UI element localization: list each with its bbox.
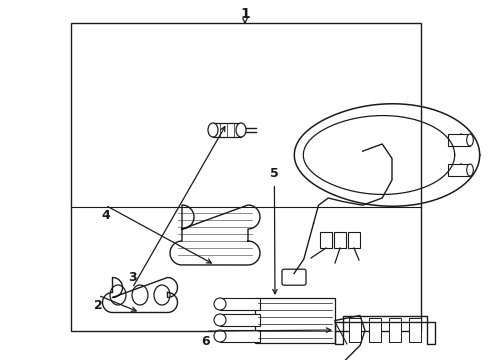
Bar xyxy=(255,298,335,343)
Ellipse shape xyxy=(466,134,473,146)
Ellipse shape xyxy=(214,298,226,310)
Ellipse shape xyxy=(236,123,246,137)
Bar xyxy=(349,318,361,342)
Bar xyxy=(448,134,470,146)
Ellipse shape xyxy=(110,285,126,305)
Bar xyxy=(71,23,421,331)
FancyBboxPatch shape xyxy=(282,269,306,285)
Bar xyxy=(409,318,421,342)
Bar xyxy=(320,232,332,248)
Ellipse shape xyxy=(214,314,226,326)
Text: 1: 1 xyxy=(240,8,250,21)
Bar xyxy=(220,314,260,326)
Bar xyxy=(448,164,470,176)
Ellipse shape xyxy=(154,285,170,305)
Ellipse shape xyxy=(458,134,465,146)
Text: 4: 4 xyxy=(101,209,110,222)
Ellipse shape xyxy=(214,330,226,342)
Text: 5: 5 xyxy=(270,167,279,180)
Bar xyxy=(220,298,260,310)
Ellipse shape xyxy=(132,285,148,305)
Ellipse shape xyxy=(208,123,218,137)
Text: 3: 3 xyxy=(128,271,137,284)
Text: 2: 2 xyxy=(94,299,102,312)
Bar xyxy=(348,232,360,248)
Bar xyxy=(220,330,260,342)
Bar xyxy=(213,123,241,137)
Ellipse shape xyxy=(458,164,465,176)
Bar xyxy=(389,318,401,342)
Ellipse shape xyxy=(466,164,473,176)
Bar xyxy=(334,232,346,248)
Bar xyxy=(369,318,381,342)
Text: 6: 6 xyxy=(201,335,210,348)
